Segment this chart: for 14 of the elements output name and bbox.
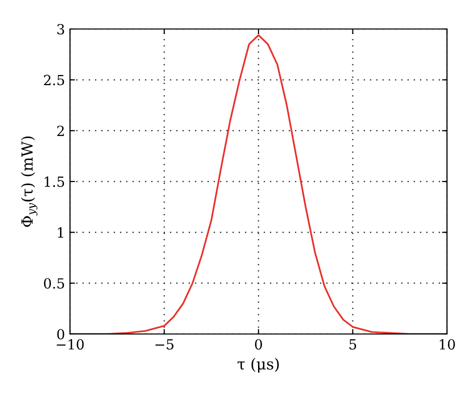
y-tick-label: 0.5 <box>44 278 64 289</box>
x-tick-label: −5 <box>155 339 174 350</box>
y-tick-label: 2 <box>57 126 64 136</box>
y-tick-label: 1 <box>58 227 64 238</box>
y-axis-title: Φ$_{yy}$(τ) (mW) <box>20 136 38 227</box>
y-tick-label: 2.5 <box>44 74 64 86</box>
x-tick-label: −10 <box>56 339 84 350</box>
x-tick-label: 5 <box>350 339 356 350</box>
x-tick-label: 0 <box>254 339 262 350</box>
x-tick-label: 10 <box>440 339 455 350</box>
y-tick-label: 1.5 <box>44 176 64 187</box>
x-axis-title: τ (μs) <box>238 358 279 373</box>
y-tick-label: 3 <box>57 24 64 34</box>
y-tick-label: 0 <box>57 328 64 340</box>
